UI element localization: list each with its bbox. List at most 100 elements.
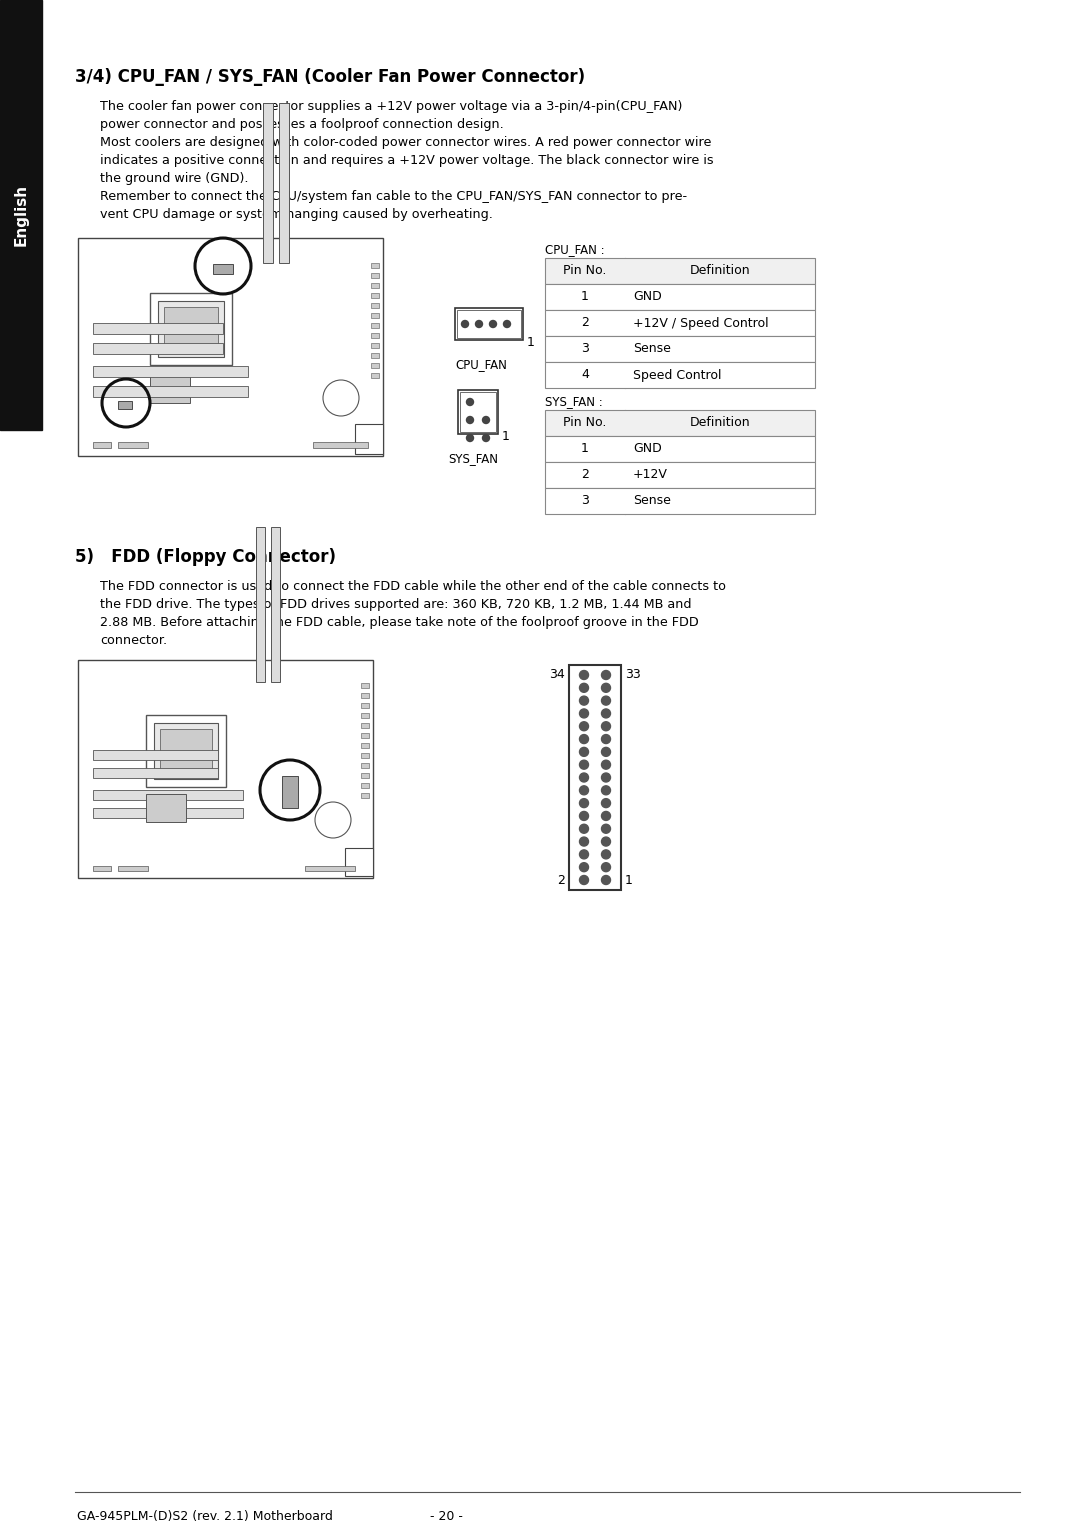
Circle shape (602, 798, 610, 807)
Bar (361, 692, 369, 699)
Bar (545, 489, 815, 515)
Text: 4: 4 (581, 369, 589, 381)
Circle shape (467, 417, 473, 423)
Circle shape (602, 709, 610, 719)
Bar (361, 683, 369, 688)
Text: 2: 2 (581, 317, 589, 329)
Text: 33: 33 (625, 668, 640, 682)
Circle shape (602, 786, 610, 795)
Text: SYS_FAN: SYS_FAN (448, 452, 498, 466)
Text: Definition: Definition (690, 265, 751, 277)
Text: 1: 1 (625, 873, 633, 887)
Bar (545, 463, 815, 489)
Circle shape (602, 734, 610, 743)
Circle shape (602, 774, 610, 781)
Bar (361, 712, 369, 719)
Circle shape (580, 734, 589, 743)
Bar (361, 763, 369, 768)
Text: 1: 1 (527, 336, 535, 349)
Text: 34: 34 (550, 668, 565, 682)
Bar (282, 777, 298, 807)
Circle shape (580, 671, 589, 680)
Bar (345, 849, 373, 876)
Text: 3: 3 (581, 343, 589, 355)
Bar (93, 343, 222, 354)
Text: The FDD connector is used to connect the FDD cable while the other end of the ca: The FDD connector is used to connect the… (100, 581, 726, 593)
Bar (256, 527, 265, 682)
Bar (271, 527, 280, 682)
Bar (545, 283, 815, 309)
Text: Sense: Sense (633, 343, 671, 355)
Circle shape (602, 722, 610, 731)
Bar (372, 283, 379, 288)
Text: The cooler fan power connector supplies a +12V power voltage via a 3-pin/4-pin(C: The cooler fan power connector supplies … (100, 100, 683, 113)
Text: 1: 1 (581, 443, 589, 455)
Bar (372, 273, 379, 277)
Bar (93, 807, 243, 818)
Bar (372, 313, 379, 319)
Bar (361, 794, 369, 798)
Text: Definition: Definition (690, 417, 751, 429)
Circle shape (580, 748, 589, 757)
Bar (264, 103, 273, 264)
Circle shape (580, 798, 589, 807)
Circle shape (602, 863, 610, 872)
Bar (279, 103, 289, 264)
Circle shape (580, 863, 589, 872)
Text: +12V: +12V (633, 469, 667, 481)
Bar (118, 443, 148, 447)
Bar (361, 754, 369, 758)
Bar (545, 437, 815, 463)
Bar (372, 363, 379, 368)
Bar (458, 391, 498, 434)
Bar (361, 783, 369, 787)
Bar (154, 723, 218, 778)
Bar (146, 715, 226, 787)
Text: CPU_FAN :: CPU_FAN : (545, 244, 605, 256)
Bar (93, 866, 111, 872)
Circle shape (580, 850, 589, 859)
Circle shape (483, 417, 489, 423)
Circle shape (580, 786, 589, 795)
Circle shape (580, 760, 589, 769)
Text: Sense: Sense (633, 495, 671, 507)
Circle shape (503, 320, 511, 328)
Bar (372, 343, 379, 348)
Circle shape (467, 398, 473, 406)
Circle shape (602, 824, 610, 833)
Text: 2.88 MB. Before attaching the FDD cable, please take note of the foolproof groov: 2.88 MB. Before attaching the FDD cable,… (100, 616, 699, 630)
Text: Most coolers are designed with color-coded power connector wires. A red power co: Most coolers are designed with color-cod… (100, 136, 712, 149)
Text: 3/4) CPU_FAN / SYS_FAN (Cooler Fan Power Connector): 3/4) CPU_FAN / SYS_FAN (Cooler Fan Power… (75, 67, 585, 86)
Circle shape (602, 850, 610, 859)
Bar (146, 794, 186, 823)
Bar (164, 306, 218, 351)
Bar (372, 352, 379, 358)
Circle shape (580, 812, 589, 821)
Bar (460, 392, 496, 432)
Text: Pin No.: Pin No. (564, 265, 607, 277)
Bar (457, 309, 521, 339)
Bar (372, 332, 379, 339)
Bar (355, 424, 383, 453)
Text: Remember to connect the CPU/system fan cable to the CPU_FAN/SYS_FAN connector to: Remember to connect the CPU/system fan c… (100, 190, 687, 204)
Text: English: English (13, 184, 28, 247)
Bar (545, 257, 815, 283)
Text: GND: GND (633, 443, 662, 455)
Bar (545, 309, 815, 336)
Bar (118, 401, 132, 409)
Circle shape (489, 320, 497, 328)
Bar (78, 237, 383, 457)
Circle shape (602, 748, 610, 757)
Bar (118, 866, 148, 872)
Text: GA-945PLM-(D)S2 (rev. 2.1) Motherboard: GA-945PLM-(D)S2 (rev. 2.1) Motherboard (77, 1511, 333, 1523)
Circle shape (602, 683, 610, 692)
Text: 1: 1 (581, 291, 589, 303)
Text: 2: 2 (581, 469, 589, 481)
Bar (372, 372, 379, 378)
Bar (160, 729, 212, 774)
Bar (93, 751, 218, 760)
Text: +12V / Speed Control: +12V / Speed Control (633, 317, 769, 329)
Bar (361, 774, 369, 778)
Bar (372, 323, 379, 328)
Bar (78, 660, 373, 878)
